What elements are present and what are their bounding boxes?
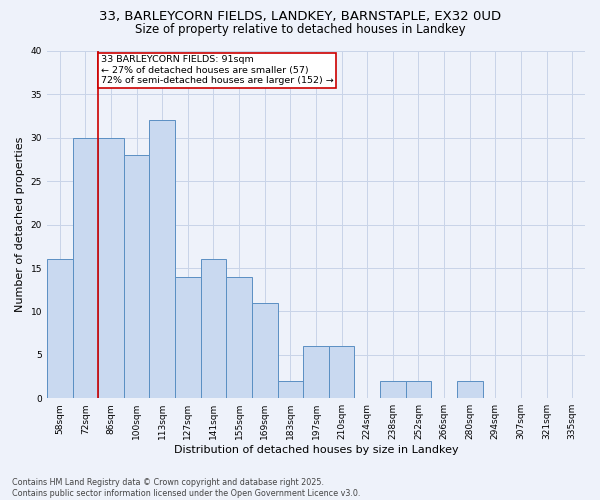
Bar: [457, 381, 482, 398]
Bar: [124, 155, 149, 398]
Bar: [329, 346, 355, 398]
Bar: [47, 260, 73, 398]
Text: Contains HM Land Registry data © Crown copyright and database right 2025.
Contai: Contains HM Land Registry data © Crown c…: [12, 478, 361, 498]
Text: Size of property relative to detached houses in Landkey: Size of property relative to detached ho…: [134, 22, 466, 36]
Bar: [406, 381, 431, 398]
X-axis label: Distribution of detached houses by size in Landkey: Distribution of detached houses by size …: [173, 445, 458, 455]
Bar: [303, 346, 329, 398]
Bar: [73, 138, 98, 398]
Bar: [200, 260, 226, 398]
Text: 33 BARLEYCORN FIELDS: 91sqm
← 27% of detached houses are smaller (57)
72% of sem: 33 BARLEYCORN FIELDS: 91sqm ← 27% of det…: [101, 56, 334, 85]
Bar: [98, 138, 124, 398]
Bar: [278, 381, 303, 398]
Bar: [149, 120, 175, 398]
Text: 33, BARLEYCORN FIELDS, LANDKEY, BARNSTAPLE, EX32 0UD: 33, BARLEYCORN FIELDS, LANDKEY, BARNSTAP…: [99, 10, 501, 23]
Y-axis label: Number of detached properties: Number of detached properties: [15, 137, 25, 312]
Bar: [252, 302, 278, 398]
Bar: [226, 276, 252, 398]
Bar: [175, 276, 200, 398]
Bar: [380, 381, 406, 398]
